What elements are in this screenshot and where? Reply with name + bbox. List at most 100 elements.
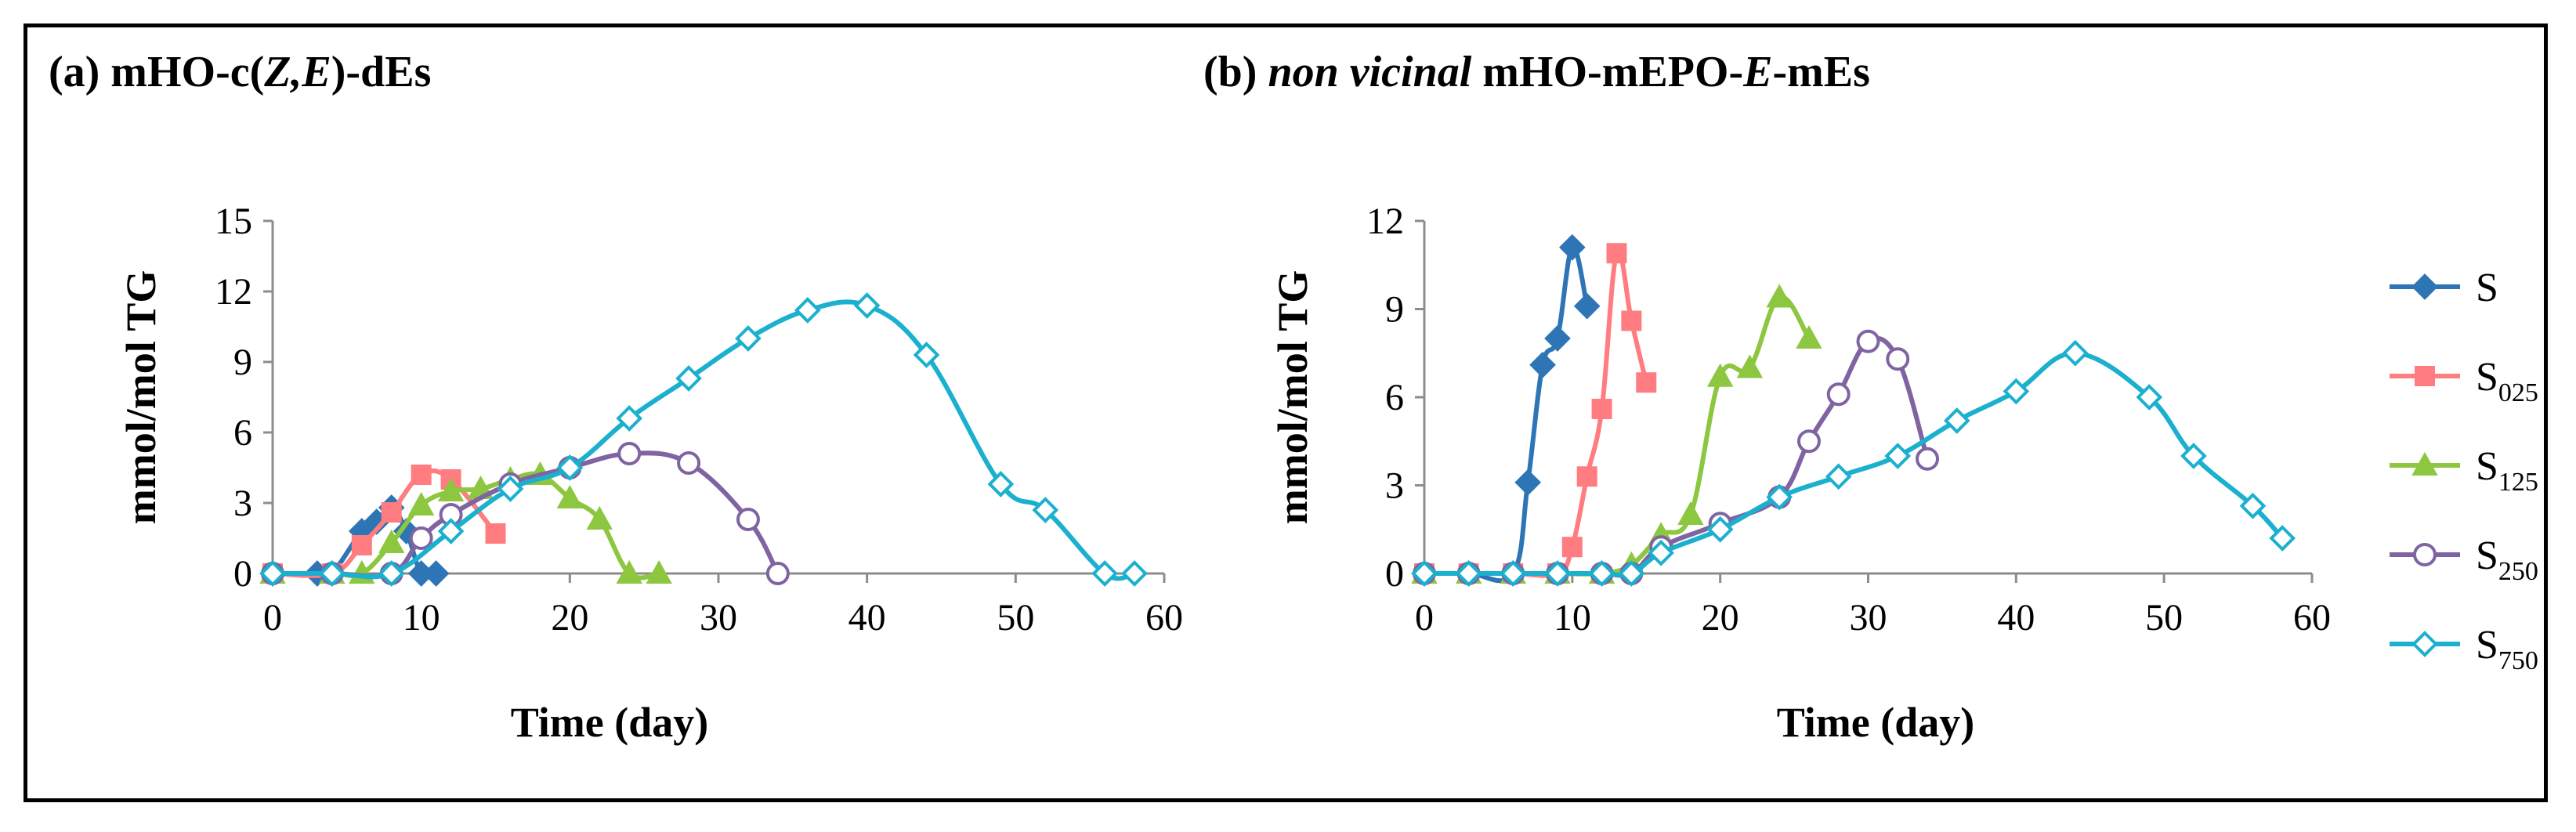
panel-b-point-S750 [1648,539,1674,566]
panel-b-point-S250 [1856,329,1880,353]
panel-b-point-S750 [1943,407,1970,434]
panel-a-ytick-label: 6 [233,412,252,454]
panel-b-point-S750 [1825,463,1852,490]
panel-a-point-S125 [586,505,613,530]
panel-b-xtick-label: 60 [2293,597,2331,638]
panel-a-point-S750 [1121,560,1148,587]
panel-a-point-S750 [913,342,940,368]
panel-b-point-S750 [2136,384,2163,411]
panel-b-point-S125 [1766,284,1793,308]
panel-a-point-S750 [853,292,881,319]
legend-item-S250: S250 [2390,534,2538,586]
panel-b-ytick-label: 0 [1385,553,1404,595]
panel-a-point-S [422,560,450,587]
panel-a-point-S250 [617,442,642,465]
panel-a-point-S125 [437,477,465,501]
panel-b-point-S [1544,325,1571,352]
panel-a-line-S250 [270,450,780,579]
panel-b-point-S750 [1766,483,1793,511]
panel-b-xtick-label: 50 [2145,597,2183,638]
panel-b-series-S125 [1411,284,1822,584]
panel-a-point-S750 [616,405,643,432]
legend-marker-S [2411,273,2438,300]
panel-a-xtick-label: 30 [700,597,737,638]
legend-marker-S250 [2413,543,2437,566]
panel-b-xlabel: Time (day) [1777,699,1975,746]
panel-b-point-S750 [2180,443,2207,469]
panel-b-ytick-label: 12 [1366,201,1404,242]
panel-a-point-S750 [437,518,465,544]
panel-b-point-S025 [1591,399,1612,419]
panel-b-xtick-label: 20 [1702,597,1739,638]
panel-b-point-S250 [1826,382,1851,407]
panel-a-ytick-label: 0 [233,553,252,595]
panel-b-point-S125 [1677,501,1704,525]
panel-b-point-S750 [1884,443,1912,469]
panel-b-xtick-label: 0 [1415,597,1434,638]
panel-a-ytick-label: 12 [215,271,252,313]
panel-a-xtick-label: 60 [1145,597,1183,638]
panel-b-point-S025 [1606,243,1627,264]
panel-a-xtick-label: 10 [403,597,440,638]
panel-a-point-S125 [378,529,405,553]
panel-b-point-S025 [1576,466,1597,487]
panel-b-point-S025 [1636,372,1657,393]
panel-b-point-S250 [1886,347,1910,371]
figure-frame [24,24,2548,802]
panel-a-point-S250 [409,526,433,550]
panel-a-ylabel: mmol/mol TG [118,270,165,525]
panel-b-title: (b) non vicinal mHO-mEPO-E-mEs [1203,48,1870,96]
panel-b-point-S [1573,292,1601,320]
panel-a-xtick-label: 0 [263,597,282,638]
panel-b-line-S125 [1422,295,1811,577]
panel-b-point-S125 [1796,324,1822,349]
panel-a-point-S250 [765,562,790,585]
panel-a-ytick-label: 9 [233,342,252,383]
panel-b-point-S750 [1455,560,1482,587]
panel-a-point-S125 [646,559,672,584]
panel-a-point-S750 [987,471,1015,497]
panel-a-point-S750 [319,560,346,587]
panel-b-line-S [1422,244,1590,584]
panel-b-ytick-label: 3 [1385,465,1404,507]
panel-a-point-S750 [1091,560,1118,587]
panel-a-xtick-label: 20 [551,597,588,638]
panel-a-xtick-label: 40 [848,597,886,638]
panel-a-xlabel: Time (day) [511,699,709,746]
panel-a-point-S750 [378,560,405,587]
legend-label-S125: S125 [2476,444,2538,497]
panel-a-point-S025 [485,523,506,544]
panel-b-point-S750 [1588,560,1615,587]
panel-b-point-S [1514,468,1542,496]
panel-a-point-S025 [411,465,432,485]
panel-a-point-S750 [497,476,524,502]
panel-b-point-S750 [1500,560,1527,587]
panel-b-point-S750 [1544,560,1571,587]
panel-b-point-S250 [1916,447,1940,471]
panel-a-point-S750 [794,297,821,324]
panel-a-point-S125 [556,484,584,508]
legend-item-S750: S750 [2390,623,2538,675]
legend-item-S025: S025 [2390,355,2538,407]
panel-a-point-S750 [675,365,702,392]
panel-b-point-S [1529,351,1556,378]
panel-b-ytick-label: 9 [1385,289,1404,331]
panel-a-point-S025 [381,502,402,523]
panel-b-point-S750 [1706,515,1734,543]
legend-marker-S025 [2415,366,2435,386]
legend-label-S750: S750 [2476,623,2538,675]
panel-a-xtick-label: 50 [997,597,1034,638]
panel-b-point-S125 [1736,354,1764,378]
legend-label-S: S [2476,266,2498,310]
panel-b-ytick-label: 6 [1385,377,1404,418]
legend-label-S250: S250 [2476,534,2538,586]
panel-a-point-S750 [259,560,286,587]
legend-item-S125: S125 [2390,444,2538,497]
panel-b-point-S250 [1796,429,1821,454]
legend-item-S: S [2390,266,2498,310]
panel-b-point-S750 [1411,560,1438,587]
panel-b-xtick-label: 10 [1554,597,1591,638]
panel-b-ylabel: mmol/mol TG [1269,270,1316,525]
panel-a-point-S250 [677,451,701,475]
